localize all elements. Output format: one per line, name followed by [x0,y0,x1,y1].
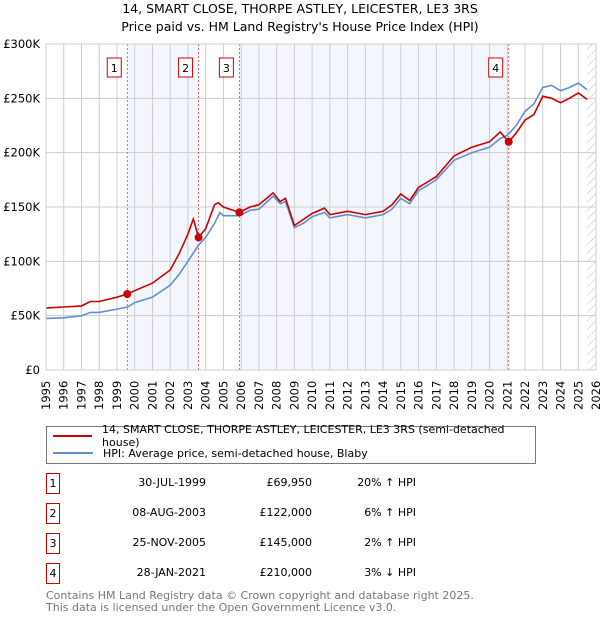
red-line-swatch [53,435,93,437]
x-tick-label: 2002 [163,381,177,410]
x-tick-label: 2017 [429,381,443,410]
sale-date: 25-NOV-2005 [132,536,206,549]
x-tick-label: 2018 [447,381,461,410]
x-tick-label: 2014 [376,381,390,410]
x-tick-label: 2016 [412,381,426,410]
x-tick-label: 2001 [145,381,159,410]
plot-frame [45,43,597,371]
sale-row: 2 08-AUG-2003 £122,000 6% ↑ HPI [46,503,600,524]
y-tick-label: £100K [3,254,40,268]
legend-item-hpi: HPI: Average price, semi-detached house,… [53,444,368,462]
sale-point [504,137,513,146]
sale-number-box: 2 [46,503,60,524]
sale-label-box [178,57,194,78]
sale-label-number: 3 [223,62,230,75]
x-tick-label: 2020 [483,381,497,410]
y-tick-label: £0 [25,363,40,377]
footer-copyright: Contains HM Land Registry data © Crown c… [46,589,474,602]
hpi-line [45,82,588,320]
sale-hpi-diff: 6% ↑ HPI [364,506,416,519]
sale-date: 08-AUG-2003 [132,506,206,519]
y-tick-label: £250K [3,91,40,105]
x-tick-label: 2003 [181,381,195,410]
chart-subtitle: Price paid vs. HM Land Registry's House … [121,19,479,34]
x-tick-label: 1998 [92,381,106,410]
legend-label: 14, SMART CLOSE, THORPE ASTLEY, LEICESTE… [102,423,505,449]
sale-hpi-diff: 2% ↑ HPI [364,536,416,549]
x-tick-label: 1997 [74,381,88,410]
sale-label-number: 1 [111,62,118,75]
x-tick-label: 2009 [287,381,301,410]
x-tick-label: 2023 [536,381,550,410]
x-tick-label: 2011 [323,381,337,410]
legend: 14, SMART CLOSE, THORPE ASTLEY, LEICESTE… [46,423,536,464]
x-tick-label: 2026 [589,381,600,410]
sale-price: £210,000 [259,566,313,579]
sale-hpi-diff: 20% ↑ HPI [357,476,416,489]
x-tick-label: 2022 [518,381,532,410]
x-tick-label: 2010 [305,381,319,410]
legend-item-property: 14, SMART CLOSE, THORPE ASTLEY, LEICESTE… [53,423,535,449]
legend-label: HPI: Average price, semi-detached house,… [103,446,368,460]
blue-line-swatch [53,452,93,454]
x-tick-label: 2007 [252,381,266,410]
sale-date: 28-JAN-2021 [136,566,206,579]
x-tick-label: 2025 [571,381,585,410]
x-tick-label: 2008 [270,381,284,410]
sale-point [194,233,203,242]
sale-label-box [488,57,504,78]
x-tick-label: 2013 [358,381,372,410]
x-tick-label: 2004 [199,381,213,410]
sale-point [123,289,132,298]
x-tick-label: 2006 [234,381,248,410]
y-tick-label: £200K [3,146,40,160]
x-tick-label: 1995 [39,381,53,410]
price-chart: 1995 1996 1997 1998 1999 2000 2001 2002 2003 2004… [3,37,600,410]
sale-label-number: 2 [182,62,189,75]
y-tick-label: £300K [3,37,40,51]
y-tick-label: £150K [3,200,40,214]
sale-row: 1 30-JUL-1999 £69,950 20% ↑ HPI [46,473,600,494]
x-tick-label: 2019 [465,381,479,410]
x-tick-label: 1999 [110,381,124,410]
sale-label-box [218,57,234,78]
sale-number-box: 1 [46,473,60,494]
x-tick-label: 1996 [57,381,71,410]
sale-hpi-diff: 3% ↓ HPI [364,566,416,579]
chart-title: 14, SMART CLOSE, THORPE ASTLEY, LEICESTE… [122,1,478,16]
sale-number-box: 3 [46,533,60,554]
y-tick-label: £50K [11,309,41,323]
sale-price: £122,000 [259,506,313,519]
sale-label-number: 4 [492,62,499,75]
sale-number-box: 4 [46,563,60,584]
x-tick-label: 2000 [128,381,142,410]
sale-date: 30-JUL-1999 [138,476,206,489]
x-tick-label: 2024 [554,381,568,410]
sale-price: £145,000 [259,536,313,549]
footer-licence: This data is licensed under the Open Gov… [46,601,397,614]
property-price-line [45,91,588,309]
sale-row: 3 25-NOV-2005 £145,000 2% ↑ HPI [46,533,600,554]
x-tick-label: 2012 [341,381,355,410]
sale-label-box [106,57,122,78]
x-tick-label: 2005 [216,381,230,410]
x-tick-label: 2021 [500,381,514,410]
sale-row: 4 28-JAN-2021 £210,000 3% ↓ HPI [46,563,600,584]
sale-point [235,208,244,217]
sale-price: £69,950 [266,476,313,489]
x-tick-label: 2015 [394,381,408,410]
